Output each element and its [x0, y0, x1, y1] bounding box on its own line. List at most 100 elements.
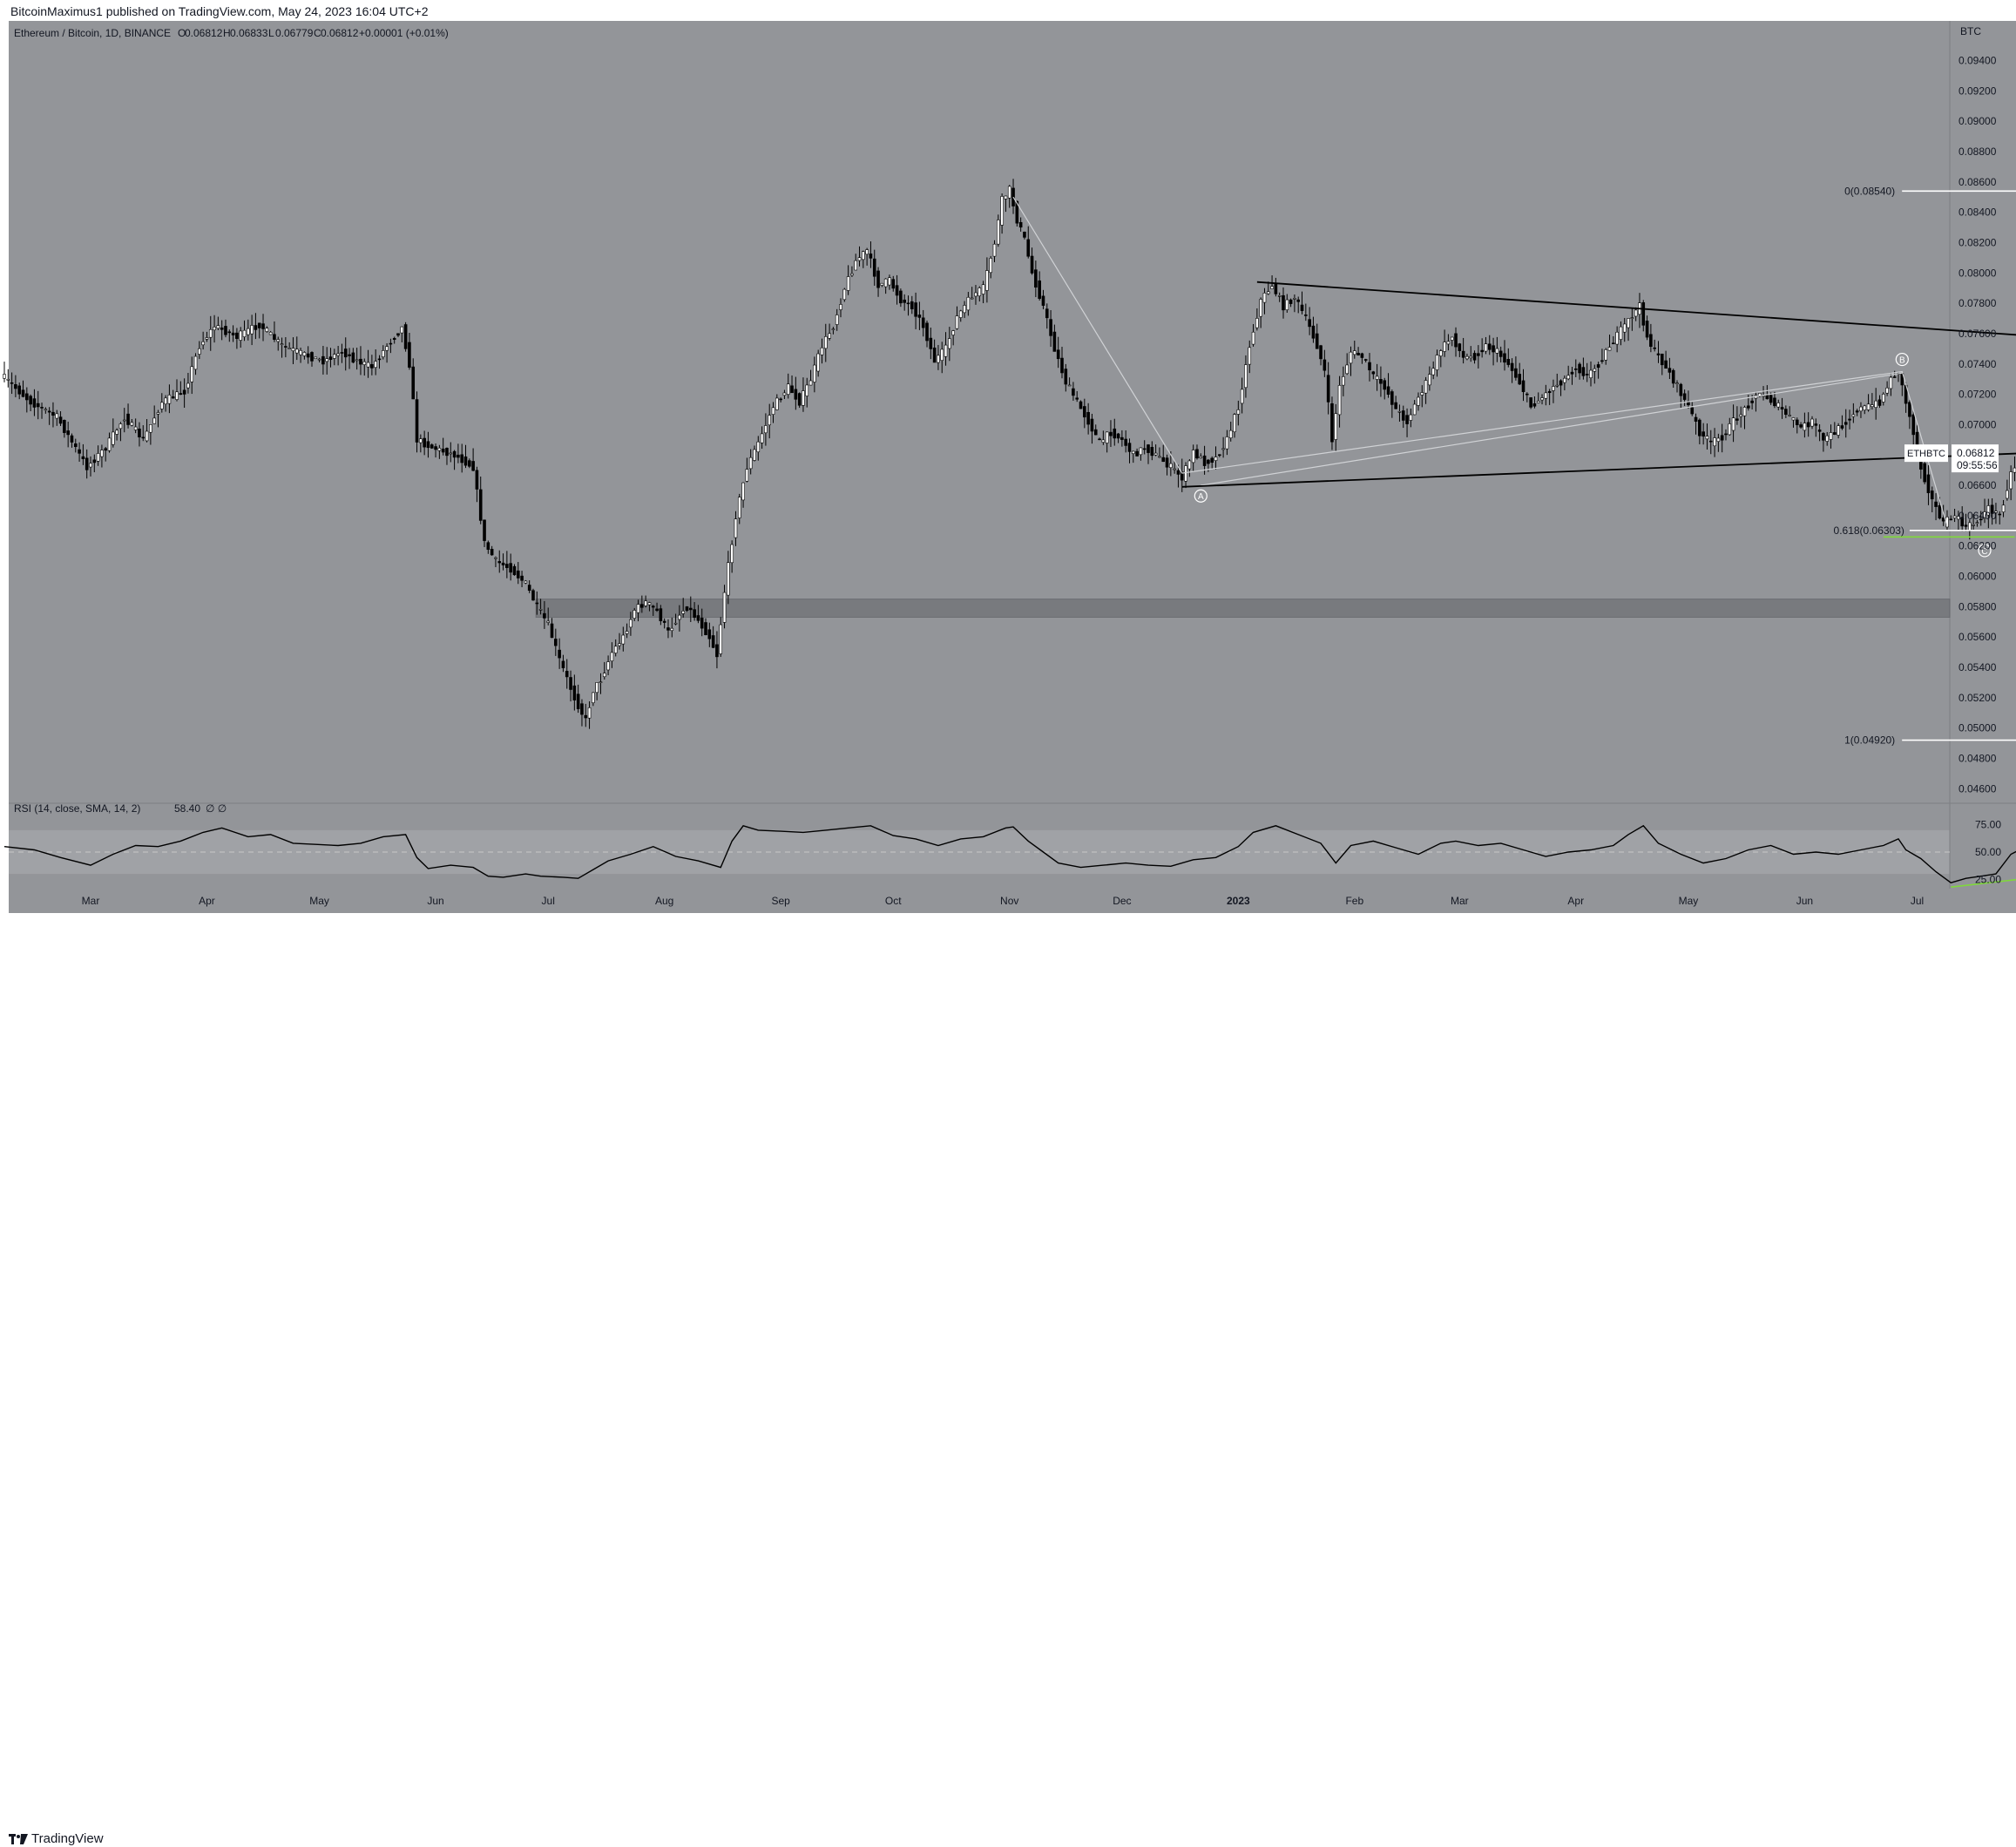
candle-down — [662, 620, 666, 623]
candle-up — [985, 270, 989, 291]
candle-up — [1540, 397, 1544, 401]
candle-down — [899, 290, 903, 304]
candle-down — [565, 671, 569, 678]
time-tick-label: Apr — [1567, 895, 1584, 907]
support-zone — [535, 599, 1951, 619]
candle-down — [1645, 321, 1649, 338]
candle-up — [1439, 350, 1443, 356]
candle-down — [445, 448, 449, 457]
candle-down — [463, 456, 468, 466]
candle-up — [955, 315, 959, 329]
candle-up — [842, 288, 847, 301]
candle-up — [816, 353, 820, 372]
candle-down — [1780, 407, 1784, 409]
candle-up — [782, 392, 787, 396]
candle-up — [1630, 317, 1634, 319]
candle-down — [471, 461, 475, 471]
candle-down — [1093, 429, 1098, 436]
candle-down — [408, 342, 411, 368]
time-tick-label: Feb — [1345, 895, 1363, 907]
candle-up — [1184, 465, 1187, 482]
candle-down — [929, 337, 933, 349]
candle-down — [554, 639, 558, 646]
candle-down — [659, 608, 663, 621]
candle-up — [294, 348, 299, 354]
candle-down — [452, 450, 457, 458]
price-pane — [9, 21, 1950, 803]
candle-down — [25, 393, 29, 401]
candle-up — [2001, 504, 2006, 513]
candle-down — [81, 456, 85, 459]
footer-brand: TradingView — [31, 1831, 104, 1846]
time-tick-label: May — [309, 895, 329, 907]
candle-down — [1458, 343, 1462, 351]
candle-down — [1015, 200, 1019, 224]
price-tick-label: 0.06200 — [1958, 540, 1997, 552]
legend-field: 0.06812 — [321, 27, 359, 39]
candle-up — [302, 352, 307, 356]
price-tick-label: 0.07000 — [1958, 418, 1997, 430]
candle-up — [1225, 436, 1229, 450]
candle-up — [775, 397, 779, 410]
candle-down — [58, 416, 63, 424]
fib-level-label: 0(0.08540) — [1844, 185, 1895, 197]
candle-up — [1713, 437, 1716, 447]
candle-up — [1589, 369, 1593, 378]
candle-down — [1547, 390, 1552, 393]
candle-up — [400, 326, 404, 334]
candle-up — [317, 358, 321, 361]
candle-up — [1007, 186, 1011, 199]
time-tick-label: Jul — [542, 895, 555, 907]
currency-label: BTC — [1960, 25, 1981, 37]
price-tick-label: 0.09000 — [1958, 115, 1997, 127]
candle-down — [1147, 444, 1150, 453]
candle-up — [1627, 318, 1630, 328]
candle-down — [1735, 418, 1739, 421]
candle-down — [1124, 438, 1127, 446]
candle-up — [970, 297, 974, 300]
candle-down — [1049, 319, 1052, 336]
wave-label-b: B — [1899, 356, 1905, 366]
price-tick-label: 0.05400 — [1958, 661, 1997, 673]
candle-up — [1563, 377, 1566, 383]
candle-down — [310, 352, 314, 362]
candle-up — [1004, 195, 1008, 200]
candle-up — [1251, 331, 1255, 345]
candle-down — [1814, 423, 1818, 426]
candle-down — [1612, 342, 1615, 345]
candle-up — [760, 433, 764, 443]
chart-canvas[interactable]: 0(0.08540)0.618(0.06303)1(0.04920)ABC0.0… — [0, 21, 2016, 913]
candle-up — [250, 325, 254, 335]
candle-up — [1259, 299, 1262, 317]
candle-down — [1210, 457, 1214, 463]
candle-up — [1863, 405, 1867, 410]
legend-field: O — [178, 27, 186, 39]
publisher-bar: BitcoinMaximus1 published on TradingView… — [0, 0, 2016, 21]
candle-down — [1487, 343, 1492, 350]
candle-down — [790, 385, 794, 394]
candle-up — [1214, 457, 1218, 461]
candle-up — [880, 282, 884, 286]
candle-down — [254, 325, 258, 330]
candle-up — [1352, 350, 1356, 355]
candle-down — [411, 366, 416, 400]
candle-up — [681, 611, 685, 614]
candle-down — [1521, 380, 1526, 392]
candle-down — [572, 685, 577, 700]
wave-label-circle — [1194, 489, 1208, 503]
candle-down — [10, 382, 14, 384]
candle-up — [107, 437, 112, 451]
candle-up — [820, 347, 824, 355]
candle-up — [737, 497, 741, 518]
candle-down — [306, 353, 310, 358]
candle-up — [805, 384, 809, 396]
candle-down — [1877, 399, 1882, 406]
candle-down — [1052, 331, 1057, 352]
candle-up — [1968, 522, 1972, 531]
candle-down — [1127, 443, 1132, 452]
candle-down — [1064, 369, 1068, 385]
candle-up — [1555, 384, 1559, 387]
candle-down — [85, 457, 89, 470]
candle-down — [1817, 430, 1822, 432]
candle-up — [1191, 450, 1195, 463]
